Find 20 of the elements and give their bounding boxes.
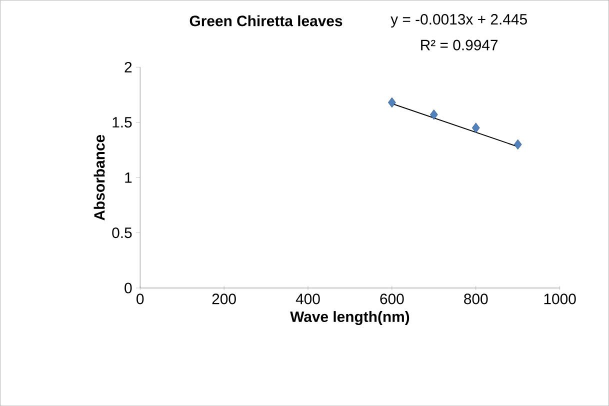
y-axis-title: Absorbance [94, 134, 105, 220]
x-tick-label: 800 [464, 294, 488, 304]
y-tick-label: 0.5 [112, 227, 132, 238]
x-tick-label: 400 [296, 294, 320, 304]
point [472, 122, 480, 134]
y-tick-label: 1 [125, 172, 132, 183]
point [514, 139, 522, 150]
x-tick-label: 200 [212, 294, 236, 304]
text: R² = 0.9947 [421, 40, 498, 50]
chart-title: Green Chiretta leaves [190, 15, 342, 26]
x-tick-label: 0 [136, 294, 144, 304]
text: y = -0.0013x + 2.445 [390, 14, 527, 28]
point [430, 109, 438, 120]
y-tick-label: 1.5 [112, 117, 132, 128]
x-tick-label: 1000 [544, 294, 576, 304]
y-tick-label: 2 [124, 62, 132, 72]
y-tick-label: 0 [124, 282, 132, 294]
x-axis-title: Wave length(nm) [290, 310, 410, 325]
point [388, 97, 396, 108]
x-tick-label: 600 [380, 294, 404, 304]
